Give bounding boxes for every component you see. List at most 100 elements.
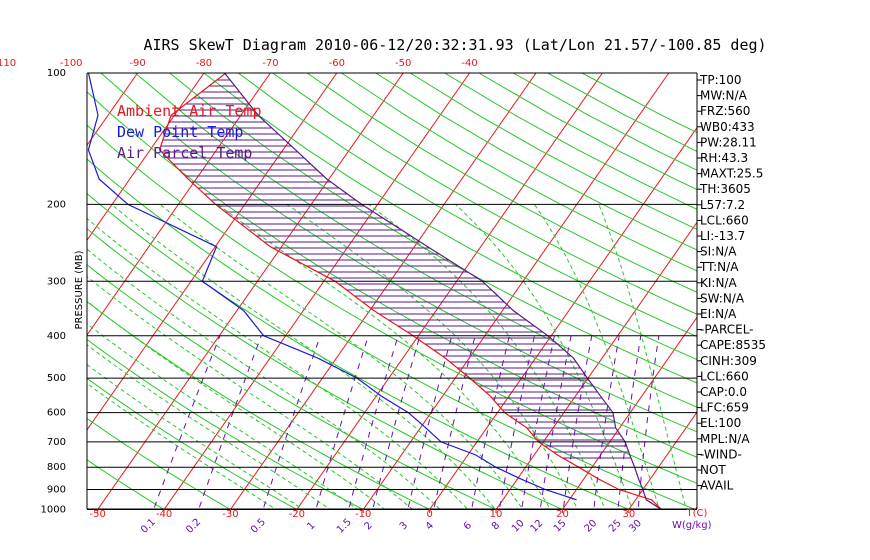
- sounding-index: CAPE:8535: [700, 338, 766, 352]
- mixing-ratio-line: [471, 335, 510, 509]
- sounding-index: LFC:659: [700, 401, 749, 415]
- sounding-index: LCL:660: [700, 369, 749, 383]
- isotherm-line: [628, 411, 697, 509]
- thermo-grid: [0, 73, 870, 510]
- pressure-tick-label: 700: [47, 437, 66, 448]
- moist-adiabat-line: [87, 300, 386, 509]
- dry-adiabat-line: [87, 301, 430, 509]
- dry-adiabat-line: [203, 73, 697, 361]
- sounding-index: MAXT:25.5: [700, 167, 763, 181]
- bottom-temp-tick-label: 0: [426, 509, 432, 520]
- dry-adiabat-line: [87, 192, 629, 509]
- dry-adiabat-line: [134, 73, 697, 408]
- dry-adiabat-line: [169, 73, 697, 384]
- sounding-index: PW:28.11: [700, 135, 757, 149]
- x-axis-label: T(C): [686, 508, 708, 519]
- top-temp-tick-label: -50: [395, 58, 411, 69]
- pressure-tick-label: 300: [47, 276, 66, 287]
- mixing-ratio-line: [198, 335, 262, 509]
- bottom-temp-tick-label: -50: [89, 509, 105, 520]
- mixing-ratio-tick-label: 25: [607, 518, 624, 535]
- isotherm-line: [762, 73, 870, 510]
- dry-adiabat-line: [87, 91, 697, 458]
- chart-title: AIRS SkewT Diagram 2010-06-12/20:32:31.9…: [143, 36, 766, 54]
- sounding-index: RH:43.3: [700, 151, 748, 165]
- mixing-ratio-tick-label: 10: [510, 518, 527, 535]
- moist-adiabat-line: [533, 204, 660, 509]
- isotherm-line: [230, 73, 537, 509]
- dry-adiabat-line: [87, 377, 297, 509]
- mixing-ratio-line: [407, 335, 453, 509]
- isotherm-line: [828, 73, 870, 510]
- bottom-temp-tick-label: -40: [156, 509, 172, 520]
- pressure-tick-label: 100: [47, 68, 66, 79]
- cape-hatching: [160, 79, 632, 459]
- dry-adiabat-line: [100, 73, 697, 433]
- mixing-ratio-tick-label: 0.5: [249, 517, 268, 536]
- pressure-tick-label: 1000: [41, 505, 66, 516]
- legend: Ambient Air Temp Dew Point Temp Air Parcel…: [117, 102, 262, 162]
- mixing-ratio-tick-label: 12: [529, 518, 546, 535]
- legend-entry: Air Parcel Temp: [117, 144, 252, 162]
- pressure-tick-label: 200: [47, 199, 66, 210]
- moist-adiabat-line: [87, 275, 413, 509]
- bottom-temp-tick-label: -20: [289, 509, 305, 520]
- mixing-ratio-tick-label: 8: [490, 520, 502, 532]
- mixing-ratio-line: [348, 335, 399, 509]
- moist-adiabat-line: [217, 203, 551, 509]
- dry-adiabat-line: [341, 73, 697, 272]
- dew-point-temp-line: [87, 73, 577, 501]
- sounding-index: KI:N/A: [700, 276, 737, 290]
- top-temp-tick-label: -80: [196, 58, 212, 69]
- top-temp-tick-label: -60: [329, 58, 345, 69]
- mixing-ratio-line: [262, 335, 321, 509]
- mixing-ratio-line: [372, 335, 421, 509]
- isotherm-line: [0, 73, 5, 510]
- pressure-tick-label: 800: [47, 462, 66, 473]
- top-temp-tick-label: -110: [0, 58, 16, 69]
- mixing-ratio-line: [637, 335, 660, 509]
- mixing-ratio-tick-label: 4: [424, 520, 436, 532]
- top-temp-tick-label: -90: [129, 58, 145, 69]
- moist-adiabat-line: [87, 248, 441, 509]
- legend-entry: Ambient Air Temp: [117, 102, 262, 120]
- sounding-index: -WIND-: [700, 447, 742, 461]
- isotherm-line: [163, 73, 471, 509]
- dry-adiabat-line: [238, 73, 697, 338]
- isotherm-line: [362, 73, 670, 509]
- mixing-ratio-line: [617, 335, 642, 509]
- bottom-temp-tick-label: -10: [355, 509, 371, 520]
- sounding-index: CINH:309: [700, 354, 757, 368]
- sounding-index: -PARCEL-: [700, 323, 754, 337]
- sounding-index: SW:N/A: [700, 291, 745, 305]
- moist-adiabat-line: [598, 204, 687, 509]
- moist-adiabat-line: [87, 217, 469, 509]
- isotherm-line: [562, 316, 697, 509]
- moist-adiabat-line: [87, 382, 277, 509]
- moist-adiabat-line: [368, 204, 606, 509]
- dry-adiabat-line: [87, 228, 563, 509]
- sounding-index: AVAIL: [700, 479, 734, 493]
- pressure-tick-label: 400: [47, 331, 66, 342]
- bottom-temp-tick-label: 30: [622, 509, 635, 520]
- mixing-ratio-tick-label: 0.2: [184, 517, 203, 536]
- dry-adiabat-line: [272, 73, 697, 315]
- bottom-temp-tick-label: 20: [556, 509, 569, 520]
- top-temp-tick-label: -40: [461, 58, 477, 69]
- moist-adiabat-line: [87, 364, 304, 509]
- moist-adiabat-line: [159, 204, 524, 509]
- moist-adiabat-line: [286, 203, 579, 509]
- sounding-index: NOT: [700, 463, 726, 477]
- mixing-ratio-tick-label: 6: [462, 520, 474, 532]
- isotherm-line: [495, 221, 697, 509]
- dry-adiabat-line: [87, 459, 165, 509]
- moist-adiabat-line: [111, 204, 496, 509]
- sounding-index: SI:N/A: [700, 245, 737, 259]
- mixing-ratio-tick-label: 1: [305, 520, 317, 532]
- dry-adiabat-line: [87, 124, 697, 484]
- top-temp-tick-label: -100: [60, 58, 83, 69]
- mixing-ratio-line: [315, 335, 369, 509]
- sounding-index: CAP:0.0: [700, 385, 747, 399]
